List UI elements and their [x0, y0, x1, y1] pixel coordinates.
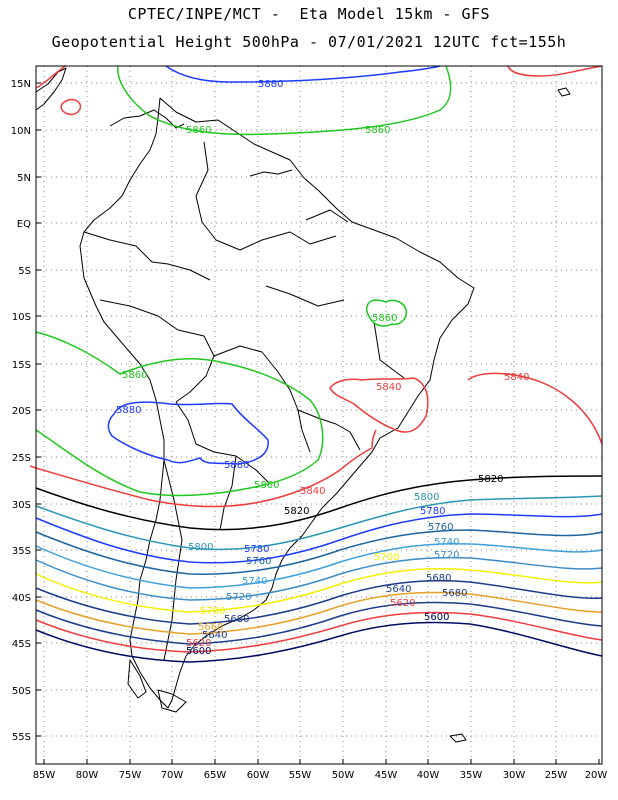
lon-label: 85W: [33, 770, 56, 781]
contour-label: 5800: [188, 542, 213, 553]
contour-label: 5840: [300, 486, 325, 497]
contour-label: 5720: [434, 550, 459, 561]
contour-label: 5760: [428, 522, 453, 533]
map-frame: [35, 65, 603, 765]
contour-5840-north-east: [507, 65, 603, 77]
lon-label: 80W: [76, 770, 99, 781]
contour-label: 5640: [202, 630, 227, 641]
contour-5760: [35, 529, 603, 575]
contour-label: 5620: [390, 598, 415, 609]
contour-5740: [35, 542, 603, 589]
lat-label: 25S: [12, 453, 31, 464]
contour-5840-main: [35, 429, 377, 508]
title-line-1: CPTEC/INPE/MCT - Eta Model 15km - GFS: [127, 5, 491, 23]
contour-label: 5680: [442, 588, 467, 599]
contour-label: 5860: [365, 125, 390, 136]
contour-5600: [35, 621, 603, 663]
contour-label: 5760: [246, 556, 271, 567]
contour-5860-brazil: [365, 299, 408, 327]
contour-5660: [35, 591, 603, 635]
contour-label: 5700: [374, 552, 399, 563]
contour-label: 5620: [186, 638, 211, 649]
contour-5840-brazil: [329, 377, 429, 433]
latitude-labels: 15N 10N 5N EQ 5S 10S 15S 20S 25S 30S 35S…: [11, 79, 31, 743]
contour-5840-north-west: [35, 65, 67, 89]
lon-label: 60W: [247, 770, 270, 781]
contour-5640: [35, 601, 603, 645]
lon-label: 30W: [503, 770, 526, 781]
contour-5620: [35, 611, 603, 653]
contour-label: 5880: [224, 460, 249, 471]
lon-label: 20W: [585, 770, 608, 781]
contour-5860-main: [35, 331, 324, 497]
contour-label: 5880: [116, 405, 141, 416]
contour-5800: [35, 495, 603, 551]
contour-label: 5780: [244, 544, 269, 555]
lat-label: 35S: [12, 546, 31, 557]
height-contours: [29, 65, 603, 663]
contour-label: 5700: [200, 606, 225, 617]
lat-label: 30S: [12, 500, 31, 511]
contour-5840-east: [29, 465, 37, 469]
contour-label: 5880: [258, 79, 283, 90]
contour-labels: 5880 5860 5860 5860 5860 5860 5880 5880 …: [116, 79, 529, 657]
contour-label: 5860: [254, 480, 279, 491]
lon-label: 50W: [332, 770, 355, 781]
title-line-2: Geopotential Height 500hPa - 07/01/2021 …: [51, 33, 567, 51]
lat-label: 5S: [18, 266, 31, 277]
lon-label: 25W: [545, 770, 568, 781]
contour-label: 5600: [186, 646, 211, 657]
lon-label: 65W: [204, 770, 227, 781]
contour-label: 5740: [434, 537, 459, 548]
contour-5880-north: [165, 65, 441, 83]
contour-label: 5860: [186, 125, 211, 136]
contour-5820: [35, 475, 603, 531]
contour-5860-north: [117, 65, 452, 136]
contour-label: 5780: [420, 506, 445, 517]
contour-5680: [35, 580, 603, 625]
lon-label: 40W: [417, 770, 440, 781]
contour-label: 5840: [376, 382, 401, 393]
lat-label: 45S: [12, 639, 31, 650]
axis-ticks: [36, 82, 600, 764]
contour-5880-south: [107, 401, 269, 465]
coastline-and-borders: [35, 67, 571, 743]
lon-label: 45W: [375, 770, 398, 781]
contour-label: 5840: [504, 372, 529, 383]
lon-label: 70W: [161, 770, 184, 781]
lat-label: 40S: [12, 593, 31, 604]
lat-label: 15N: [11, 79, 31, 90]
contour-label: 5820: [478, 474, 503, 485]
lon-label: 35W: [460, 770, 483, 781]
lat-label: 10S: [12, 312, 31, 323]
contour-5780: [35, 513, 603, 564]
lat-label: 10N: [11, 126, 31, 137]
contour-5700: [35, 568, 603, 613]
lon-label: 75W: [119, 770, 142, 781]
lon-label: 55W: [289, 770, 312, 781]
contour-5720: [35, 556, 603, 601]
contour-label: 5720: [226, 592, 251, 603]
lat-label: 5N: [17, 173, 31, 184]
contour-label: 5740: [242, 576, 267, 587]
contour-5840-north-islet: [60, 98, 82, 116]
contour-label: 5660: [198, 622, 223, 633]
contour-label: 5800: [414, 492, 439, 503]
contour-label: 5860: [122, 370, 147, 381]
contour-label: 5820: [284, 506, 309, 517]
lat-label: 50S: [12, 686, 31, 697]
lat-label: 15S: [12, 360, 31, 371]
contour-label: 5600: [424, 612, 449, 623]
lat-label: EQ: [17, 219, 31, 230]
lat-label: 55S: [12, 732, 31, 743]
contour-label: 5680: [224, 614, 249, 625]
contour-5840-atlantic: [467, 372, 603, 445]
longitude-labels: 85W 80W 75W 70W 65W 60W 55W 50W 45W 40W …: [33, 770, 608, 781]
contour-label: 5640: [386, 584, 411, 595]
contour-label: 5680: [426, 573, 451, 584]
contour-label: 5860: [372, 313, 397, 324]
lat-label: 20S: [12, 406, 31, 417]
